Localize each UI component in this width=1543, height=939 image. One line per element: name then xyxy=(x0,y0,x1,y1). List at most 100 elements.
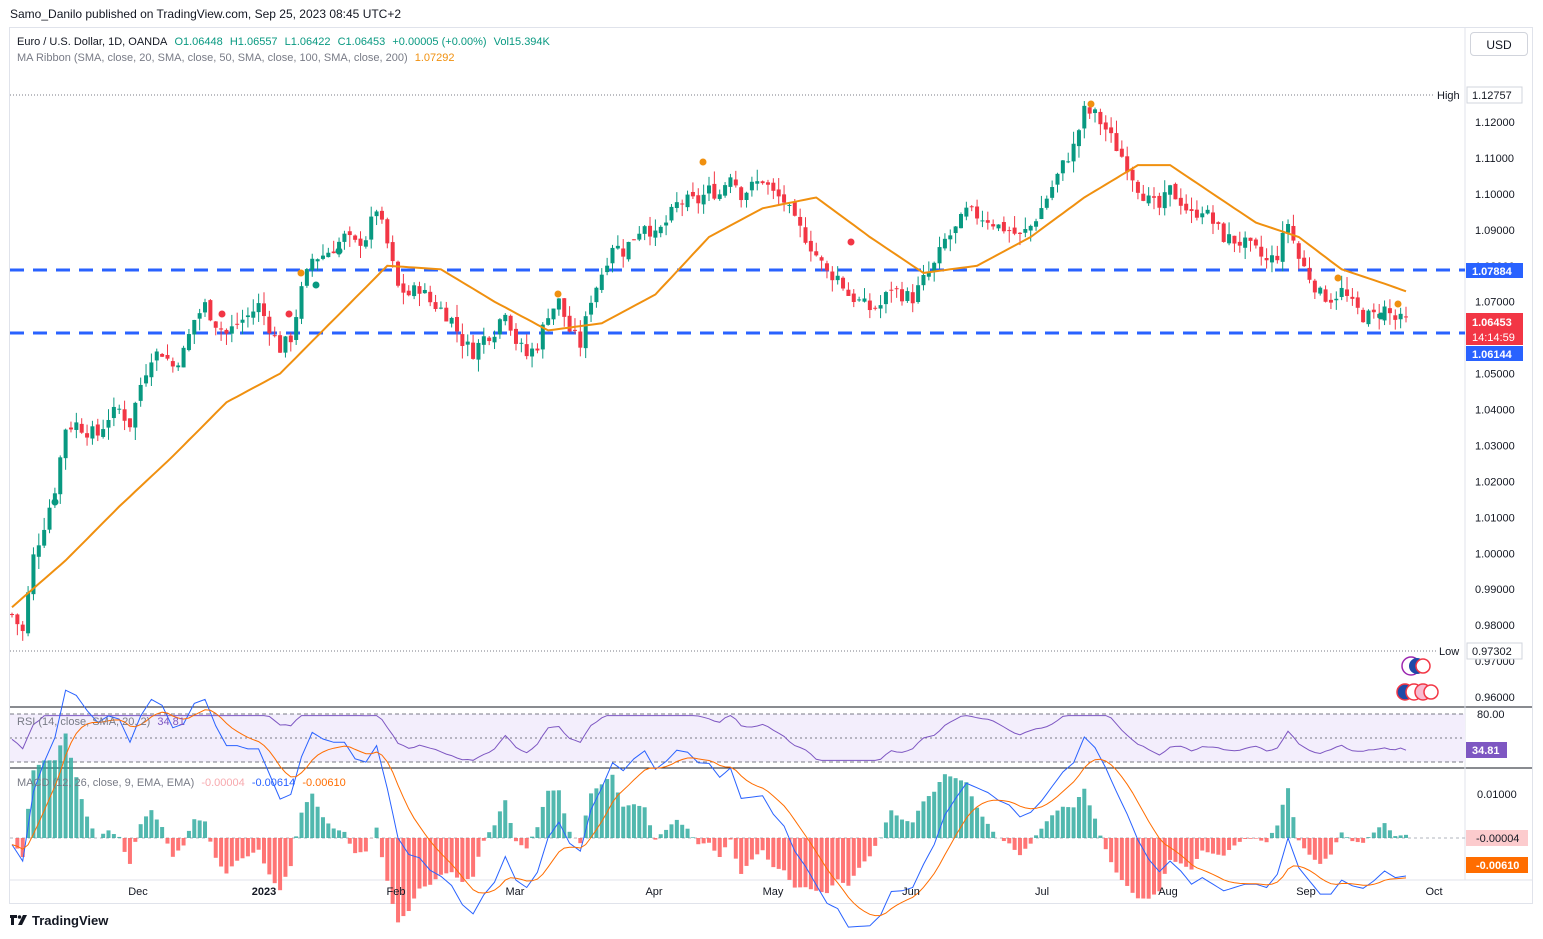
macd-bar xyxy=(1189,838,1194,870)
macd-bar xyxy=(916,810,921,838)
candle-body xyxy=(406,290,411,296)
rsi-legend: RSI (14, close, SMA, 20, 2) 34.81 xyxy=(17,716,189,728)
candle-body xyxy=(1173,183,1178,200)
price-axis[interactable]: 1.120001.110001.100001.090001.080001.070… xyxy=(1475,117,1515,704)
macd-bar xyxy=(90,828,95,838)
candle-body xyxy=(739,187,744,201)
candle-body xyxy=(1264,258,1269,261)
candle-body xyxy=(985,220,990,223)
macd-bar xyxy=(181,838,186,846)
macd-bar xyxy=(251,838,256,853)
macd-label[interactable]: MACD (12, 26, close, 9, EMA, EMA) xyxy=(17,777,195,789)
macd-bar xyxy=(1404,834,1408,838)
candle-body xyxy=(1323,289,1328,302)
macd-bar xyxy=(267,838,272,875)
time-axis[interactable]: Dec 2023 Feb Mar Apr May Jun Jul Aug Sep Oct xyxy=(128,886,1442,898)
candle-body xyxy=(235,323,240,325)
macd-bar xyxy=(991,831,996,838)
macd-bar xyxy=(1398,835,1403,838)
macd-bar xyxy=(471,838,476,877)
macd-bar xyxy=(342,831,347,838)
macd-bar xyxy=(294,836,299,838)
candle-body xyxy=(1119,148,1124,157)
macd-bar xyxy=(749,838,754,860)
macd-bar xyxy=(481,838,486,841)
candle-body xyxy=(197,313,202,319)
macd-bar xyxy=(1103,838,1108,850)
candle-body xyxy=(299,286,304,319)
candle-body xyxy=(862,298,867,302)
macd-bar xyxy=(444,838,449,874)
macd-bar xyxy=(1361,838,1366,843)
macd-bar xyxy=(1232,838,1237,846)
candle-body xyxy=(106,419,111,428)
candle-body xyxy=(1345,289,1350,296)
flag-icon[interactable] xyxy=(1401,656,1431,676)
candle-body xyxy=(723,185,728,196)
candle-body xyxy=(749,181,754,191)
candle-body xyxy=(58,457,63,495)
candle-body xyxy=(315,259,320,262)
candle-body xyxy=(1093,109,1098,114)
time-tick-label: Jun xyxy=(902,886,920,898)
macd-bar xyxy=(438,838,443,875)
macd-bar xyxy=(1323,838,1328,859)
candle-body xyxy=(524,344,529,357)
candle-body xyxy=(883,292,888,305)
flag-icon[interactable] xyxy=(1396,683,1439,701)
macd-bar xyxy=(106,830,111,838)
macd-bar xyxy=(589,793,594,838)
candle-body xyxy=(36,545,41,557)
legend-symbol[interactable]: Euro / U.S. Dollar, 1D, OANDA xyxy=(17,36,168,48)
macd-bar xyxy=(953,778,958,838)
candle-body xyxy=(74,422,79,430)
candle-body xyxy=(481,336,486,345)
ma-label[interactable]: MA Ribbon (SMA, close, 20, SMA, close, 5… xyxy=(17,52,408,64)
price-tick-label: 1.09000 xyxy=(1475,225,1515,237)
candle-body xyxy=(1286,224,1291,233)
candle-body xyxy=(449,317,454,324)
currency-button[interactable]: USD xyxy=(1470,32,1528,56)
candle-body xyxy=(79,423,84,433)
candle-body xyxy=(857,299,862,301)
macd-bar xyxy=(814,838,819,891)
candle-body xyxy=(567,315,572,332)
candle-body xyxy=(1060,160,1065,174)
candle-body xyxy=(497,319,502,335)
macd-bar xyxy=(422,838,427,887)
candle-body xyxy=(621,248,626,257)
macd-bar xyxy=(942,774,947,838)
macd-bar xyxy=(170,838,175,857)
macd-bar xyxy=(497,811,502,838)
candle-body xyxy=(1130,169,1135,181)
candle-body xyxy=(347,231,352,236)
macd-bar xyxy=(412,838,417,899)
rsi-label[interactable]: RSI (14, close, SMA, 20, 2) xyxy=(17,716,151,728)
macd-bar xyxy=(1200,838,1205,851)
macd-bar xyxy=(690,837,695,838)
signal-dot xyxy=(1394,300,1402,308)
macd-bar xyxy=(1039,828,1044,838)
candle-body xyxy=(1221,223,1226,242)
macd-bar xyxy=(819,838,824,893)
macd-signal-legend: -0.00610 xyxy=(302,777,346,789)
macd-bar xyxy=(910,822,915,838)
macd-bar xyxy=(707,838,711,843)
macd-bar xyxy=(626,805,631,838)
candle-body xyxy=(111,406,116,419)
candle-body xyxy=(975,206,980,219)
macd-bar xyxy=(58,745,63,838)
candle-body xyxy=(1109,127,1114,134)
candle-body xyxy=(926,271,931,277)
candle-body xyxy=(20,624,25,632)
macd-bar xyxy=(203,821,208,838)
brand-footer[interactable]: TradingView xyxy=(10,913,108,928)
macd-bar xyxy=(358,838,363,853)
high-value: 1.12757 xyxy=(1472,90,1512,102)
candle-body xyxy=(229,326,234,334)
candle-body xyxy=(1071,143,1076,162)
time-tick-label: Jul xyxy=(1035,886,1049,898)
macd-bar xyxy=(460,838,465,882)
candle-body xyxy=(631,239,636,241)
